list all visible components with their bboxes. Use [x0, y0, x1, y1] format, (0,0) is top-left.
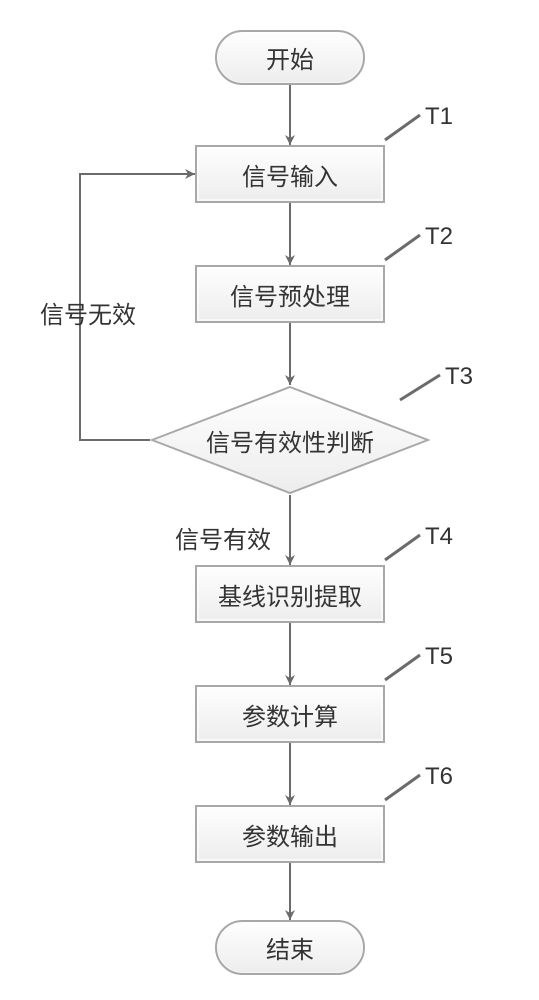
t1-label: 信号输入 [242, 157, 338, 192]
t2-node: 信号预处理 [195, 265, 385, 323]
edge-label-t3-t4: 信号有效 [175, 520, 271, 555]
t3-label: 信号有效性判断 [206, 423, 374, 458]
tag-T5: T5 [425, 643, 453, 671]
tag-T2: T2 [425, 223, 453, 251]
start-node: 开始 [215, 30, 365, 85]
tag-line-T4 [385, 535, 420, 560]
tag-T3: T3 [445, 363, 473, 391]
flowchart-canvas: 开始 信号输入 信号预处理 信号有效性判断 基线识别提取 参数计算 参数输出 结… [0, 0, 539, 1000]
t2-label: 信号预处理 [230, 277, 350, 312]
end-node: 结束 [215, 920, 365, 975]
t6-node: 参数输出 [195, 805, 385, 863]
t5-label: 参数计算 [242, 697, 338, 732]
edge-label-t3-t1: 信号无效 [40, 295, 136, 330]
t4-node: 基线识别提取 [195, 565, 385, 623]
tag-line-T2 [385, 235, 420, 260]
start-label: 开始 [266, 40, 314, 75]
tag-line-T5 [385, 655, 420, 680]
t4-label: 基线识别提取 [218, 577, 362, 612]
t1-node: 信号输入 [195, 145, 385, 203]
tag-line-T1 [385, 115, 420, 140]
t3-node: 信号有效性判断 [150, 385, 430, 495]
tag-line-T6 [385, 775, 420, 800]
tag-T6: T6 [425, 763, 453, 791]
t6-label: 参数输出 [242, 817, 338, 852]
tag-T4: T4 [425, 523, 453, 551]
tag-T1: T1 [425, 103, 453, 131]
t5-node: 参数计算 [195, 685, 385, 743]
end-label: 结束 [266, 930, 314, 965]
